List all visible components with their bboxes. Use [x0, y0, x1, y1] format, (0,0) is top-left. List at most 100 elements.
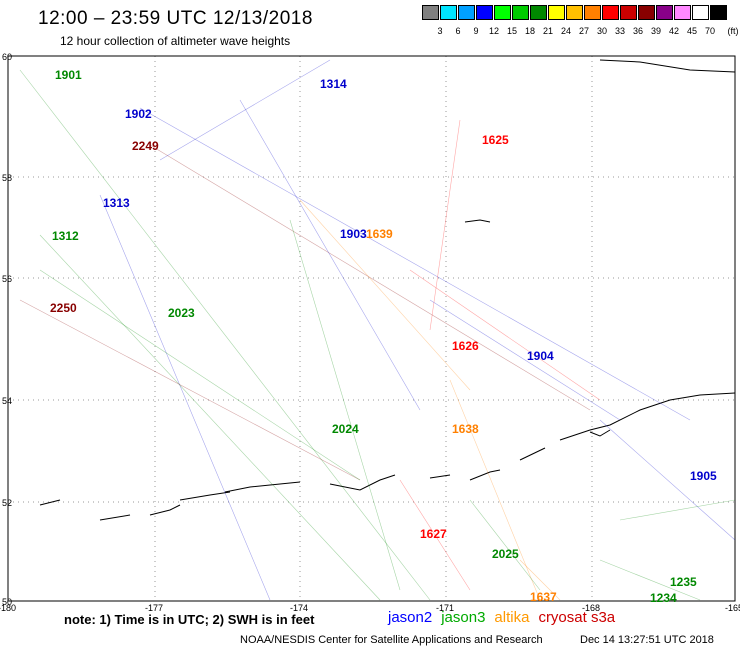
lon-tick-label: -165: [725, 603, 740, 613]
coastline: [589, 429, 611, 437]
track-line: [39, 269, 361, 481]
color-scale-label: 15: [506, 26, 517, 36]
track-line: [19, 69, 431, 601]
lon-tick-label: -171: [436, 603, 454, 613]
legend-item: jason3: [441, 609, 486, 626]
color-scale-label: 6: [455, 26, 461, 36]
track-id-label: 2025: [492, 547, 519, 561]
footer-note: note: 1) Time is in UTC; 2) SWH is in fe…: [64, 612, 315, 627]
color-scale-swatch: [494, 5, 511, 20]
coastline: [329, 474, 396, 491]
color-scale-label: 24: [560, 26, 571, 36]
track-id-label: 1626: [452, 339, 479, 353]
track-line: [429, 119, 461, 331]
track-line: [19, 299, 361, 481]
color-scale-swatch: [440, 5, 457, 20]
page-subtitle: 12 hour collection of altimeter wave hei…: [60, 34, 291, 48]
track-id-label: 2024: [332, 422, 359, 436]
coastline: [464, 219, 491, 223]
color-scale-label: 12: [488, 26, 499, 36]
color-scale-swatch: [710, 5, 727, 20]
track-id-label: 1903: [340, 227, 367, 241]
color-scale-label: 30: [596, 26, 607, 36]
color-scale-label: 27: [578, 26, 589, 36]
track-id-label: 2023: [168, 306, 195, 320]
coastline: [429, 474, 451, 479]
track-line: [239, 99, 421, 411]
color-scale-label: 33: [614, 26, 625, 36]
track-id-label: 1625: [482, 133, 509, 147]
color-scale-swatch: [620, 5, 637, 20]
track-line: [299, 199, 471, 391]
track-line: [429, 299, 621, 421]
track-line: [139, 107, 691, 421]
color-scale-label: 9: [473, 26, 479, 36]
track-id-label: 1639: [366, 227, 393, 241]
coastline: [559, 392, 736, 441]
track-line: [449, 379, 541, 601]
color-scale-label: 39: [650, 26, 661, 36]
coastline: [179, 491, 231, 501]
track-line: [599, 559, 701, 601]
track-id-label: 1314: [320, 77, 347, 91]
map-frame: [7, 55, 736, 602]
page-title: 12:00 – 23:59 UTC 12/13/2018: [38, 8, 313, 29]
lat-tick-label: 58: [2, 173, 12, 183]
track-id-label: 1234: [650, 591, 677, 605]
mission-legend: jason2 jason3 altika cryosat s3a: [388, 609, 624, 626]
lat-tick-label: 50: [2, 597, 12, 607]
color-scale-label: 18: [524, 26, 535, 36]
track-id-label: 1905: [690, 469, 717, 483]
color-scale-swatch: [638, 5, 655, 20]
color-scale-swatch: [548, 5, 565, 20]
track-id-label: 2249: [132, 139, 159, 153]
track-id-label: 1902: [125, 107, 152, 121]
track-line: [39, 234, 381, 601]
color-scale-label: 42: [668, 26, 679, 36]
track-line: [409, 269, 601, 401]
footer-timestamp: Dec 14 13:27:51 UTC 2018: [580, 634, 714, 646]
color-scale-swatch: [422, 5, 439, 20]
lat-tick-label: 52: [2, 498, 12, 508]
color-scale-unit: (ft): [727, 26, 739, 36]
coastline: [224, 481, 301, 493]
color-scale-swatch: [458, 5, 475, 20]
lon-tick-label: -168: [582, 603, 600, 613]
legend-item: jason2: [388, 609, 433, 626]
color-scale-swatch: [512, 5, 529, 20]
coastline: [469, 469, 501, 481]
color-scale-swatch: [674, 5, 691, 20]
color-scale-swatch: [656, 5, 673, 20]
lat-tick-label: 56: [2, 274, 12, 284]
color-scale-label: 3: [437, 26, 443, 36]
color-scale-swatch: [566, 5, 583, 20]
color-scale-label: 36: [632, 26, 643, 36]
track-line: [599, 419, 736, 541]
color-scale-swatch: [692, 5, 709, 20]
color-scale-swatch: [584, 5, 601, 20]
track-id-label: 1637: [530, 590, 557, 604]
color-scale-label: 70: [704, 26, 715, 36]
track-id-label: 1313: [103, 196, 130, 210]
color-scale-swatch: [530, 5, 547, 20]
color-scale-swatch: [476, 5, 493, 20]
color-scale-label: 21: [542, 26, 553, 36]
track-id-label: 1627: [420, 527, 447, 541]
track-id-label: 1901: [55, 68, 82, 82]
track-id-label: 1235: [670, 575, 697, 589]
track-line: [159, 59, 331, 161]
track-line: [519, 559, 561, 601]
track-line: [619, 499, 736, 521]
track-id-label: 1904: [527, 349, 554, 363]
lon-tick-label: -180: [0, 603, 16, 613]
track-id-label: 2250: [50, 301, 77, 315]
track-line: [469, 499, 541, 591]
lon-tick-label: -174: [290, 603, 308, 613]
lat-tick-label: 54: [2, 396, 12, 406]
track-id-label: 1312: [52, 229, 79, 243]
track-line: [289, 219, 401, 591]
coastline: [599, 59, 736, 73]
lat-tick-label: 60: [2, 52, 12, 62]
track-line: [399, 479, 471, 591]
